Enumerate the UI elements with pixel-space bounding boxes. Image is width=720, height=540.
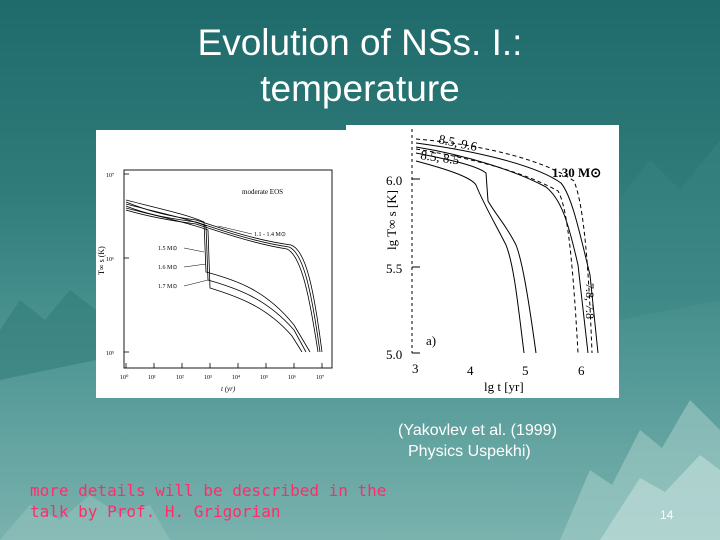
x-axis-label: lg t [yr] bbox=[484, 379, 524, 394]
x-tick-1e2: 10² bbox=[176, 375, 184, 381]
x-tick-1e3: 10³ bbox=[204, 375, 212, 381]
label-side: 7.8, 7.8 bbox=[583, 283, 597, 319]
label-m16: 1.6 M⊙ bbox=[158, 265, 177, 271]
cooling-curves bbox=[125, 199, 323, 353]
panel-label: a) bbox=[426, 333, 436, 348]
label-m17: 1.7 M⊙ bbox=[158, 284, 177, 290]
y-tick-1e5: 10⁵ bbox=[106, 351, 114, 357]
label-eos: moderate EOS bbox=[242, 188, 283, 196]
cooling-curves bbox=[415, 142, 599, 354]
title-line-2: temperature bbox=[260, 68, 460, 109]
x-tick-1e7: 10⁷ bbox=[316, 375, 324, 381]
caption-line-2: Physics Uspekhi) bbox=[408, 443, 531, 460]
x-axis-label: t (yr) bbox=[221, 385, 236, 393]
y-tick-1e6: 10⁶ bbox=[106, 257, 114, 263]
x-tick-3: 3 bbox=[412, 361, 419, 376]
x-tick-1e4: 10⁴ bbox=[232, 375, 240, 381]
figure-caption: (Yakovlev et al. (1999) Physics Uspekhi) bbox=[398, 420, 557, 462]
x-tick-1e1: 10¹ bbox=[148, 375, 156, 381]
title-line-1: Evolution of NSs. I.: bbox=[197, 22, 523, 63]
x-tick-1e5: 10⁵ bbox=[260, 375, 268, 381]
details-note: more details will be described in the ta… bbox=[30, 480, 386, 522]
label-mass-range: 1.1 - 1.4 M⊙ bbox=[254, 232, 286, 238]
y-tick-5-0: 5.0 bbox=[386, 347, 402, 362]
cooling-figure-right: 6.0 5.5 5.0 lg T∞ s [K] 3 4 5 6 lg t [yr… bbox=[346, 125, 619, 398]
y-tick-6-0: 6.0 bbox=[386, 173, 402, 188]
y-tick-1e7: 10⁷ bbox=[106, 173, 114, 179]
x-tick-1e0: 10⁰ bbox=[120, 374, 129, 381]
label-m15: 1.5 M⊙ bbox=[158, 246, 177, 252]
y-tick-5-5: 5.5 bbox=[386, 261, 402, 276]
slide-title: Evolution of NSs. I.: temperature bbox=[0, 20, 720, 112]
label-top-2: 8.5, 8.5 bbox=[420, 147, 461, 167]
note-line-1: more details will be described in the bbox=[30, 481, 387, 500]
label-mass: 1.30 M⊙ bbox=[552, 165, 601, 180]
x-tick-6: 6 bbox=[578, 363, 585, 378]
page-number: 14 bbox=[660, 508, 674, 522]
y-axis-label: lg T∞ s [K] bbox=[384, 190, 399, 250]
x-tick-5: 5 bbox=[522, 363, 529, 378]
cooling-figure-left: 10⁷ 10⁶ 10⁵ T∞ s (K) 10⁰ 10¹ 10² 10³ 10⁴… bbox=[96, 130, 346, 398]
note-line-2: talk by Prof. H. Grigorian bbox=[30, 502, 281, 521]
x-tick-4: 4 bbox=[467, 363, 474, 378]
caption-line-1: (Yakovlev et al. (1999) bbox=[398, 422, 557, 439]
x-tick-1e6: 10⁶ bbox=[288, 375, 296, 381]
y-axis-label: T∞ s (K) bbox=[97, 246, 106, 275]
